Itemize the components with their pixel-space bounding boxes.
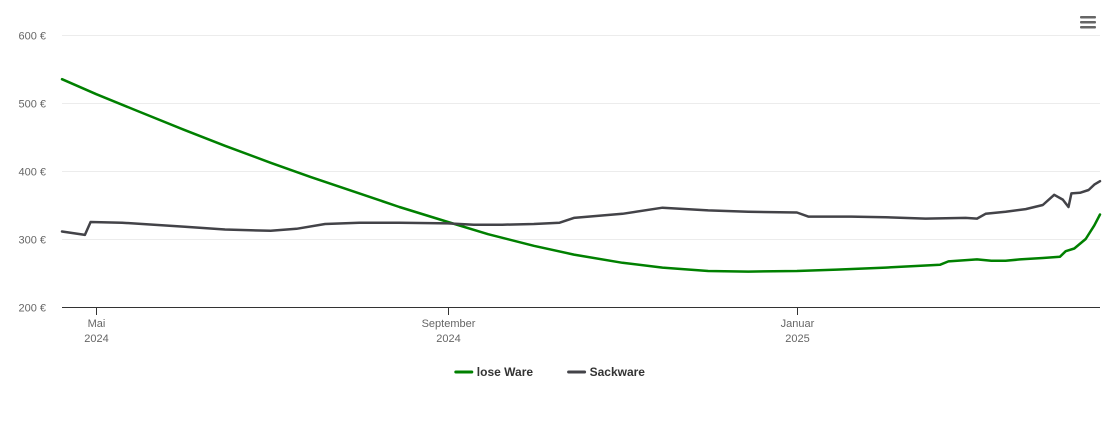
y-tick-label: 600 € [18,31,46,43]
legend[interactable]: lose Ware Sackware [454,365,646,379]
series-group [60,77,1102,273]
y-tick-label: 400 € [18,167,46,179]
legend-item[interactable]: Sackware [567,365,646,379]
grid-lines [62,35,1100,240]
legend-label: Sackware [590,365,646,379]
x-tick-month: Januar [781,318,815,330]
x-tick-month: September [422,318,476,330]
x-tick-year: 2024 [436,333,460,345]
y-tick-label: 300 € [18,235,46,247]
y-axis: 200 € 300 € 400 € 500 € 600 € [18,31,46,315]
x-axis: Mai 2024 September 2024 Januar 2025 [62,307,1100,345]
hamburger-menu-icon[interactable] [1078,14,1098,30]
y-tick-label: 200 € [18,303,46,315]
legend-label: lose Ware [477,365,534,379]
x-tick-year: 2025 [785,333,809,345]
series-line-1[interactable] [60,179,1102,237]
y-tick-label: 500 € [18,99,46,111]
series-line-0[interactable] [60,77,1102,273]
x-tick-month: Mai [88,318,106,330]
x-tick-year: 2024 [84,333,108,345]
legend-item[interactable]: lose Ware [454,365,534,379]
